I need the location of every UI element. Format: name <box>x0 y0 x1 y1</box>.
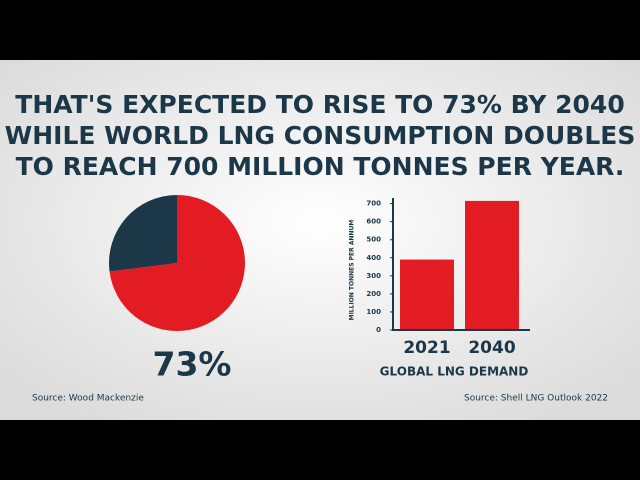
y-tick-label: 300 <box>366 272 381 280</box>
headline: WHILE WORLD LNG CONSUMPTION DOUBLES <box>5 121 636 150</box>
y-tick-label: 400 <box>366 254 381 262</box>
x-tick-label: 2021 <box>403 338 450 358</box>
y-tick-label: 500 <box>366 236 381 244</box>
bar <box>465 200 519 330</box>
headline: TO REACH 700 MILLION TONNES PER YEAR. <box>16 152 625 181</box>
pie-slice <box>109 195 177 272</box>
y-tick-label: 600 <box>366 218 381 226</box>
source: Source: Shell LNG Outlook 2022 <box>464 394 608 404</box>
x-axis-title: GLOBAL LNG DEMAND <box>380 365 529 379</box>
y-tick-label: 0 <box>376 326 381 334</box>
panel <box>0 60 640 420</box>
y-tick-label: 200 <box>366 290 381 298</box>
y-axis-title: MILLION TONNES PER ANNUM <box>349 220 356 321</box>
value-label: 73% <box>153 345 232 384</box>
y-tick-label: 100 <box>366 308 381 316</box>
y-tick-label: 700 <box>366 200 381 208</box>
headline: THAT'S EXPECTED TO RISE TO 73% BY 2040 <box>15 90 624 119</box>
pie-slice <box>109 195 246 332</box>
source: Source: Wood Mackenzie <box>32 394 144 404</box>
x-tick-label: 2040 <box>468 338 515 358</box>
bar <box>400 259 454 330</box>
